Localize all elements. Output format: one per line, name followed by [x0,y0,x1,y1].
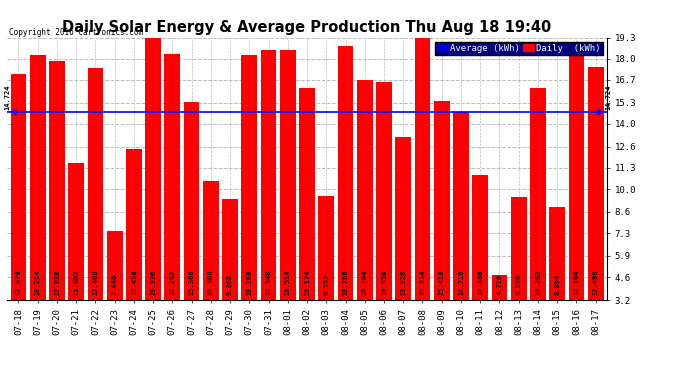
Bar [88,68,103,300]
Text: 9.506: 9.506 [515,274,522,295]
Bar [337,46,353,300]
Text: 17.838: 17.838 [54,270,60,295]
Bar [164,54,180,300]
Bar [203,181,219,300]
Bar [49,62,65,300]
Bar [395,136,411,300]
Text: 15.366: 15.366 [188,270,195,295]
Text: 17.408: 17.408 [92,270,99,295]
Text: 18.164: 18.164 [573,270,580,295]
Text: 18.262: 18.262 [169,270,175,295]
Text: 13.228: 13.228 [400,270,406,295]
Bar [68,163,84,300]
Text: 16.556: 16.556 [381,270,387,295]
Title: Daily Solar Energy & Average Production Thu Aug 18 19:40: Daily Solar Energy & Average Production … [62,20,552,35]
Bar [357,80,373,300]
Bar [569,56,584,300]
Text: 14.724: 14.724 [605,84,611,110]
Text: 14.716: 14.716 [458,270,464,295]
Text: 12.458: 12.458 [131,270,137,295]
Text: 18.514: 18.514 [285,270,290,295]
Bar [588,67,604,300]
Text: 10.880: 10.880 [477,270,483,295]
Text: 16.174: 16.174 [304,270,310,295]
Text: 9.368: 9.368 [227,274,233,295]
Bar [434,101,450,300]
Legend: Average (kWh), Daily  (kWh): Average (kWh), Daily (kWh) [435,42,602,55]
Text: 7.446: 7.446 [112,274,118,295]
Bar [415,34,431,300]
Text: 18.548: 18.548 [266,270,272,295]
Bar [491,275,507,300]
Text: 14.724: 14.724 [5,84,11,110]
Text: 19.514: 19.514 [420,270,426,295]
Text: Copyright 2016 Cartronics.com: Copyright 2016 Cartronics.com [9,28,143,37]
Bar [299,88,315,300]
Bar [530,88,546,300]
Text: 8.894: 8.894 [554,274,560,295]
Text: 9.552: 9.552 [324,274,329,295]
Text: 10.508: 10.508 [208,270,214,295]
Bar [511,197,526,300]
Bar [145,37,161,300]
Text: 18.214: 18.214 [34,270,41,295]
Bar [107,231,123,300]
Bar [126,149,141,300]
Bar [473,175,488,300]
Bar [222,200,238,300]
Text: 16.704: 16.704 [362,270,368,295]
Bar [376,82,392,300]
Text: 4.710: 4.710 [496,274,502,295]
Text: 19.336: 19.336 [150,270,156,295]
Bar [549,207,565,300]
Text: 16.202: 16.202 [535,270,541,295]
Bar [184,102,199,300]
Bar [280,50,296,300]
Bar [10,74,26,300]
Bar [453,112,469,300]
Bar [261,50,277,300]
Text: 11.602: 11.602 [73,270,79,295]
Text: 18.768: 18.768 [342,270,348,295]
Text: 17.078: 17.078 [15,270,21,295]
Text: 18.208: 18.208 [246,270,253,295]
Bar [241,55,257,300]
Text: 15.418: 15.418 [439,270,445,295]
Bar [30,55,46,300]
Text: 17.490: 17.490 [593,270,599,295]
Bar [318,196,334,300]
